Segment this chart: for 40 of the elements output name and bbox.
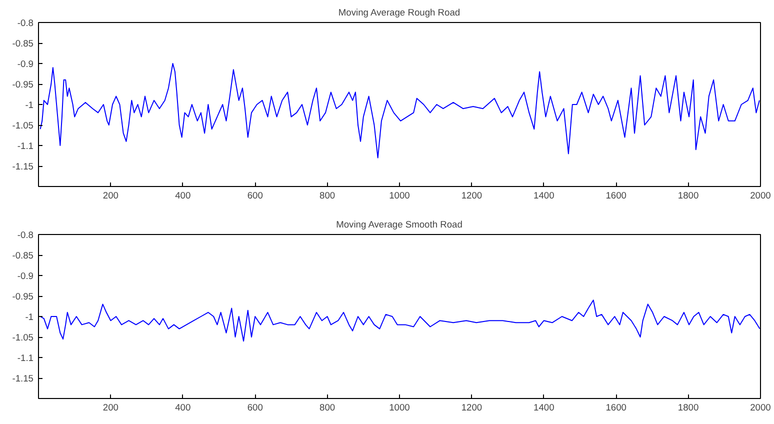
y-tick-label: -1.1 [17, 353, 34, 363]
y-tick-label: -0.95 [12, 292, 34, 302]
x-tick-label: 1000 [389, 190, 410, 200]
y-tick-label: -0.95 [12, 80, 34, 90]
x-tick-label: 1400 [534, 402, 554, 412]
y-tick-label: -1.05 [12, 332, 34, 342]
y-tick-label: -1.1 [17, 141, 34, 151]
x-tick-label: 200 [102, 190, 118, 200]
y-tick-label: -0.85 [12, 250, 34, 260]
x-tick-label: 1000 [389, 402, 410, 412]
x-tick-label: 200 [102, 402, 118, 412]
x-tick-label: 800 [320, 190, 336, 200]
x-tick-label: 1800 [678, 190, 699, 200]
x-tick-label: 600 [247, 402, 263, 412]
y-tick-label: -0.9 [17, 59, 34, 69]
y-tick-label: -1 [25, 312, 34, 322]
y-tick-label: -0.9 [17, 271, 34, 281]
line-series [40, 300, 760, 342]
x-tick-label: 1600 [606, 402, 626, 412]
line-series [40, 63, 760, 158]
y-tick-label: -0.8 [17, 230, 34, 240]
y-tick-label: -1.05 [12, 120, 34, 130]
y-tick-label: -1 [25, 100, 34, 110]
x-tick-label: 1400 [534, 190, 554, 200]
x-tick-label: 1600 [606, 190, 626, 200]
x-tick-label: 800 [320, 402, 336, 412]
y-tick-label: -0.8 [17, 18, 34, 28]
x-tick-label: 1800 [678, 402, 699, 412]
y-tick-label: -0.85 [12, 38, 34, 48]
x-tick-label: 2000 [750, 190, 771, 200]
x-tick-label: 400 [175, 402, 191, 412]
x-tick-label: 2000 [750, 402, 771, 412]
x-tick-label: 600 [247, 190, 263, 200]
x-tick-label: 400 [175, 190, 191, 200]
y-tick-label: -1.15 [12, 374, 34, 384]
y-tick-label: -1.15 [12, 162, 34, 172]
chart-title: Moving Average Smooth Road [336, 220, 462, 230]
x-tick-label: 1200 [461, 190, 482, 200]
x-tick-label: 1200 [461, 402, 482, 412]
chart-title: Moving Average Rough Road [338, 8, 460, 18]
